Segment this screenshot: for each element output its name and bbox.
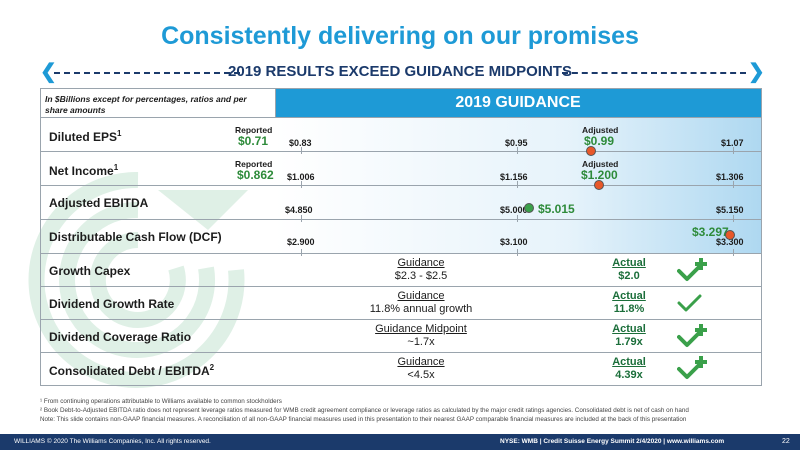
range-high: $3.300	[716, 237, 744, 247]
slide-subtitle: 2019 RESULTS EXCEED GUIDANCE MIDPOINTS	[228, 63, 572, 80]
scale-tick	[517, 181, 518, 188]
range-high: $1.306	[716, 172, 744, 182]
check-plus-icon	[677, 324, 707, 347]
footnote-note: Note: This slide contains non-GAAP finan…	[40, 416, 687, 423]
scale-tick	[301, 181, 302, 188]
right-dash-line	[562, 72, 746, 74]
adjusted-label: Adjusted	[582, 125, 619, 135]
row-label-consolidated-debt-ebitda: Consolidated Debt / EBITDA2	[49, 363, 215, 378]
footer-event-info: NYSE: WMB | Credit Suisse Energy Summit …	[500, 438, 725, 445]
range-low: $4.850	[285, 205, 313, 215]
reported-label: Reported	[235, 159, 273, 169]
left-dash-line	[54, 72, 240, 74]
units-note: In $Billions except for percentages, rat…	[45, 94, 247, 115]
row-divider	[41, 117, 761, 118]
subtitle-bar: ❮ 2019 RESULTS EXCEED GUIDANCE MIDPOINTS…	[40, 61, 765, 84]
row-label-dcf: Distributable Cash Flow (DCF)	[49, 230, 222, 244]
row-label-diluted-eps: Diluted EPS1	[49, 129, 122, 144]
check-plus-icon	[677, 356, 707, 379]
left-brace-icon: ❮	[40, 61, 57, 83]
range-high: $5.150	[716, 205, 744, 215]
actual-value: $5.015	[538, 202, 575, 216]
actual-value: $3.297	[692, 225, 729, 239]
footnote-2: ² Book Debt-to-Adjusted EBITDA ratio doe…	[40, 407, 689, 414]
guidance-cell: Guidance $2.3 - $2.5	[394, 257, 448, 282]
row-label-dividend-growth-rate: Dividend Growth Rate	[49, 297, 175, 311]
range-high: $1.07	[721, 138, 744, 148]
row-label-growth-capex: Growth Capex	[49, 264, 131, 278]
actual-marker	[586, 146, 596, 156]
range-mid: $1.156	[500, 172, 528, 182]
reported-value: $0.71	[238, 134, 269, 148]
right-brace-icon: ❯	[748, 61, 765, 83]
slide-title: Consistently delivering on our promises	[161, 22, 639, 50]
guidance-cell: Guidance 11.8% annual growth	[369, 290, 473, 315]
range-mid: $3.100	[500, 237, 528, 247]
range-low: $0.83	[289, 138, 312, 148]
row-divider	[41, 352, 761, 353]
scale-tick	[733, 147, 734, 154]
reported-value: $0.862	[237, 168, 274, 182]
actual-marker	[594, 180, 604, 190]
row-divider	[41, 319, 761, 320]
scale-tick	[517, 249, 518, 256]
actual-cell: Actual $2.0	[612, 257, 646, 282]
row-label-dividend-coverage-ratio: Dividend Coverage Ratio	[49, 330, 192, 344]
scale-tick	[301, 249, 302, 256]
actual-cell: Actual 4.39x	[612, 356, 646, 381]
scale-tick	[517, 215, 518, 222]
guidance-header: 2019 GUIDANCE	[275, 89, 761, 117]
row-label-net-income: Net Income1	[49, 163, 119, 178]
scale-tick	[301, 147, 302, 154]
range-low: $1.006	[287, 172, 315, 182]
row-label-adjusted-ebitda: Adjusted EBITDA	[49, 196, 149, 210]
actual-marker	[725, 230, 735, 240]
adjusted-label: Adjusted	[582, 159, 619, 169]
check-icon	[677, 294, 702, 312]
footer-copyright: WILLIAMS © 2020 The Williams Companies, …	[14, 438, 211, 445]
header-divider	[275, 89, 276, 117]
row-divider	[41, 286, 761, 287]
actual-cell: Actual 11.8%	[612, 290, 646, 315]
page-number: 22	[782, 438, 790, 445]
range-mid: $5.000	[500, 205, 528, 215]
actual-cell: Actual 1.79x	[612, 323, 646, 348]
check-plus-icon	[677, 258, 707, 281]
scale-tick	[301, 215, 302, 222]
guidance-cell: Guidance <4.5x	[397, 356, 445, 381]
footnotes: ¹ From continuing operations attributabl…	[40, 397, 770, 424]
guidance-table: In $Billions except for percentages, rat…	[40, 88, 762, 386]
scale-tick	[733, 181, 734, 188]
adjusted-value: $1.200	[581, 168, 618, 182]
reported-label: Reported	[235, 125, 273, 135]
scale-tick	[733, 249, 734, 256]
scale-tick	[733, 215, 734, 222]
range-mid: $0.95	[505, 138, 528, 148]
adjusted-value: $0.99	[584, 134, 615, 148]
guidance-cell: Guidance Midpoint ~1.7x	[375, 323, 467, 348]
actual-marker	[524, 203, 534, 213]
footnote-1: ¹ From continuing operations attributabl…	[40, 398, 282, 405]
scale-tick	[517, 147, 518, 154]
range-low: $2.900	[287, 237, 315, 247]
footer-bar	[0, 434, 800, 450]
williams-watermark-logo-icon	[28, 171, 248, 388]
